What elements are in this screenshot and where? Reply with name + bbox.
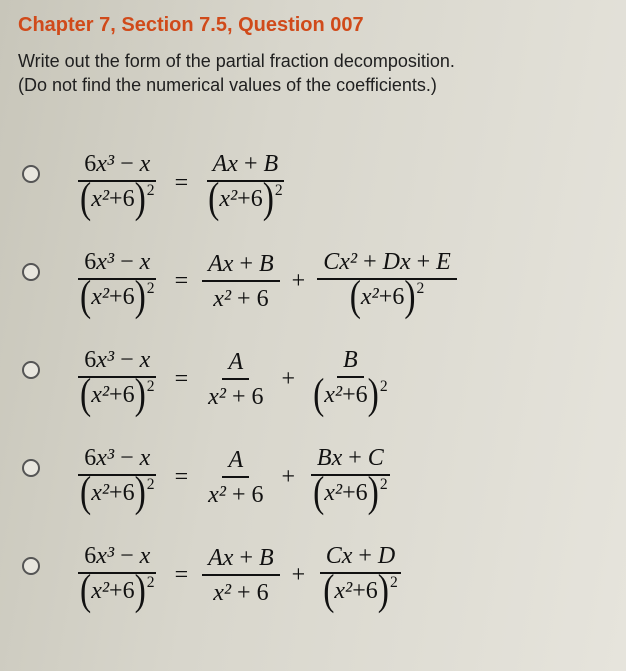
chapter-title: Chapter 7, Section 7.5, Question 007 xyxy=(18,14,610,37)
radio-option-4[interactable] xyxy=(22,459,40,477)
instructions: Write out the form of the partial fracti… xyxy=(18,49,610,98)
option-row: 6x³ − x(x² + 6)2=Ax + B(x² + 6)2 xyxy=(22,142,610,226)
instruction-line-2: (Do not find the numerical values of the… xyxy=(18,75,437,95)
option-row: 6x³ − x(x² + 6)2=Ax² + 6+B(x² + 6)2 xyxy=(22,338,610,422)
radio-option-3[interactable] xyxy=(22,361,40,379)
option-row: 6x³ − x(x² + 6)2=Ax + Bx² + 6+Cx + D(x² … xyxy=(22,534,610,618)
radio-option-2[interactable] xyxy=(22,263,40,281)
option-row: 6x³ − x(x² + 6)2=Ax² + 6+Bx + C(x² + 6)2 xyxy=(22,436,610,520)
equation-option-5: 6x³ − x(x² + 6)2=Ax + Bx² + 6+Cx + D(x² … xyxy=(70,543,408,608)
options-list: 6x³ − x(x² + 6)2=Ax + B(x² + 6)2 6x³ − x(… xyxy=(18,142,610,618)
option-row: 6x³ − x(x² + 6)2=Ax + Bx² + 6+Cx² + Dx +… xyxy=(22,240,610,324)
instruction-line-1: Write out the form of the partial fracti… xyxy=(18,51,455,71)
equation-option-2: 6x³ − x(x² + 6)2=Ax + Bx² + 6+Cx² + Dx +… xyxy=(70,249,461,314)
radio-option-5[interactable] xyxy=(22,557,40,575)
equation-option-1: 6x³ − x(x² + 6)2=Ax + B(x² + 6)2 xyxy=(70,151,293,216)
equation-option-3: 6x³ − x(x² + 6)2=Ax² + 6+B(x² + 6)2 xyxy=(70,347,398,412)
question-page: Chapter 7, Section 7.5, Question 007 Wri… xyxy=(0,0,626,642)
radio-option-1[interactable] xyxy=(22,165,40,183)
equation-option-4: 6x³ − x(x² + 6)2=Ax² + 6+Bx + C(x² + 6)2 xyxy=(70,445,398,510)
